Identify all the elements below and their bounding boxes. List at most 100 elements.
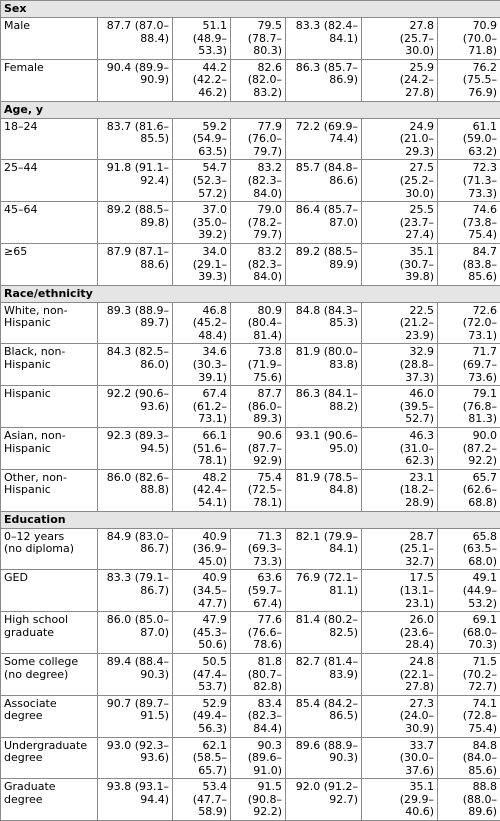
value-cell: 79.0 (78.2– 79.7) bbox=[231, 202, 286, 244]
value-cell: 72.6 (72.0– 73.1) bbox=[438, 302, 500, 344]
value-cell: 91.8 (91.1– 92.4) bbox=[98, 160, 173, 202]
value-cell: 59.2 (54.9– 63.5) bbox=[173, 118, 231, 160]
value-cell: 86.3 (85.7– 86.9) bbox=[286, 59, 362, 101]
value-cell: 89.2 (88.5– 89.8) bbox=[98, 202, 173, 244]
value-cell: 65.8 (63.5– 68.0) bbox=[438, 528, 500, 570]
section-title: Sex bbox=[1, 1, 500, 18]
value-cell: 74.1 (72.8– 75.4) bbox=[438, 695, 500, 737]
value-cell: 27.5 (25.2– 30.0) bbox=[362, 160, 438, 202]
value-cell: 84.9 (83.0– 86.7) bbox=[98, 528, 173, 570]
value-cell: 50.5 (47.4– 53.7) bbox=[173, 653, 231, 695]
value-cell: 93.8 (93.1– 94.4) bbox=[98, 779, 173, 821]
value-cell: 90.4 (89.9– 90.9) bbox=[98, 59, 173, 101]
section-header-row: Sex bbox=[1, 1, 500, 18]
value-cell: 83.3 (82.4– 84.1) bbox=[286, 18, 362, 60]
value-cell: 35.1 (29.9– 40.6) bbox=[362, 779, 438, 821]
value-cell: 74.6 (73.8– 75.4) bbox=[438, 202, 500, 244]
value-cell: 46.3 (31.0– 62.3) bbox=[362, 428, 438, 470]
row-label: Other, non- Hispanic bbox=[1, 469, 98, 511]
value-cell: 65.7 (62.6– 68.8) bbox=[438, 469, 500, 511]
value-cell: 83.4 (82.3– 84.4) bbox=[231, 695, 286, 737]
row-label: 25–44 bbox=[1, 160, 98, 202]
value-cell: 89.6 (88.9– 90.3) bbox=[286, 737, 362, 779]
value-cell: 89.4 (88.4– 90.3) bbox=[98, 653, 173, 695]
value-cell: 23.1 (18.2– 28.9) bbox=[362, 469, 438, 511]
value-cell: 46.0 (39.5– 52.7) bbox=[362, 386, 438, 428]
value-cell: 83.3 (79.1– 86.7) bbox=[98, 570, 173, 612]
value-cell: 93.0 (92.3– 93.6) bbox=[98, 737, 173, 779]
value-cell: 86.0 (82.6– 88.8) bbox=[98, 469, 173, 511]
value-cell: 82.7 (81.4– 83.9) bbox=[286, 653, 362, 695]
value-cell: 32.9 (28.8– 37.3) bbox=[362, 344, 438, 386]
row-label: Undergraduate degree bbox=[1, 737, 98, 779]
value-cell: 86.4 (85.7– 87.0) bbox=[286, 202, 362, 244]
row-label: Female bbox=[1, 59, 98, 101]
value-cell: 83.2 (82.3– 84.0) bbox=[231, 243, 286, 285]
section-title: Education bbox=[1, 511, 500, 528]
row-label: Associate degree bbox=[1, 695, 98, 737]
value-cell: 76.2 (75.5– 76.9) bbox=[438, 59, 500, 101]
value-cell: 52.9 (49.4– 56.3) bbox=[173, 695, 231, 737]
value-cell: 35.1 (30.7– 39.8) bbox=[362, 243, 438, 285]
value-cell: 82.6 (82.0– 83.2) bbox=[231, 59, 286, 101]
value-cell: 81.8 (80.7– 82.8) bbox=[231, 653, 286, 695]
value-cell: 81.9 (80.0– 83.8) bbox=[286, 344, 362, 386]
row-label: 45–64 bbox=[1, 202, 98, 244]
value-cell: 40.9 (36.9– 45.0) bbox=[173, 528, 231, 570]
value-cell: 79.1 (76.8– 81.3) bbox=[438, 386, 500, 428]
row-label: Asian, non- Hispanic bbox=[1, 428, 98, 470]
value-cell: 24.8 (22.1– 27.8) bbox=[362, 653, 438, 695]
value-cell: 51.1 (48.9– 53.3) bbox=[173, 18, 231, 60]
value-cell: 27.3 (24.0– 30.9) bbox=[362, 695, 438, 737]
value-cell: 34.0 (29.1– 39.3) bbox=[173, 243, 231, 285]
value-cell: 46.8 (45.2– 48.4) bbox=[173, 302, 231, 344]
value-cell: 90.3 (89.6– 91.0) bbox=[231, 737, 286, 779]
value-cell: 92.2 (90.6– 93.6) bbox=[98, 386, 173, 428]
value-cell: 67.4 (61.2– 73.1) bbox=[173, 386, 231, 428]
value-cell: 90.7 (89.7– 91.5) bbox=[98, 695, 173, 737]
value-cell: 86.3 (84.1– 88.2) bbox=[286, 386, 362, 428]
row-label: Hispanic bbox=[1, 386, 98, 428]
value-cell: 61.1 (59.0– 63.2) bbox=[438, 118, 500, 160]
row-label: High school graduate bbox=[1, 612, 98, 654]
value-cell: 49.1 (44.9– 53.2) bbox=[438, 570, 500, 612]
value-cell: 84.8 (84.0– 85.6) bbox=[438, 737, 500, 779]
value-cell: 80.9 (80.4– 81.4) bbox=[231, 302, 286, 344]
value-cell: 37.0 (35.0– 39.2) bbox=[173, 202, 231, 244]
value-cell: 69.1 (68.0– 70.3) bbox=[438, 612, 500, 654]
section-header-row: Education bbox=[1, 511, 500, 528]
value-cell: 25.5 (23.7– 27.4) bbox=[362, 202, 438, 244]
value-cell: 83.7 (81.6– 85.5) bbox=[98, 118, 173, 160]
value-cell: 24.9 (21.0– 29.3) bbox=[362, 118, 438, 160]
value-cell: 40.9 (34.5– 47.7) bbox=[173, 570, 231, 612]
value-cell: 82.1 (79.9– 84.1) bbox=[286, 528, 362, 570]
value-cell: 17.5 (13.1– 23.1) bbox=[362, 570, 438, 612]
value-cell: 90.0 (87.2– 92.2) bbox=[438, 428, 500, 470]
value-cell: 89.3 (88.9– 89.7) bbox=[98, 302, 173, 344]
value-cell: 22.5 (21.2– 23.9) bbox=[362, 302, 438, 344]
value-cell: 28.7 (25.1– 32.7) bbox=[362, 528, 438, 570]
value-cell: 84.3 (82.5– 86.0) bbox=[98, 344, 173, 386]
value-cell: 85.7 (84.8– 86.6) bbox=[286, 160, 362, 202]
row-label: Graduate degree bbox=[1, 779, 98, 821]
row-label: ≥65 bbox=[1, 243, 98, 285]
value-cell: 81.9 (78.5– 84.8) bbox=[286, 469, 362, 511]
value-cell: 27.8 (25.7– 30.0) bbox=[362, 18, 438, 60]
value-cell: 81.4 (80.2– 82.5) bbox=[286, 612, 362, 654]
value-cell: 33.7 (30.0– 37.6) bbox=[362, 737, 438, 779]
value-cell: 84.8 (84.3– 85.3) bbox=[286, 302, 362, 344]
section-title: Age, y bbox=[1, 101, 500, 118]
row-label: Male bbox=[1, 18, 98, 60]
value-cell: 62.1 (58.5– 65.7) bbox=[173, 737, 231, 779]
